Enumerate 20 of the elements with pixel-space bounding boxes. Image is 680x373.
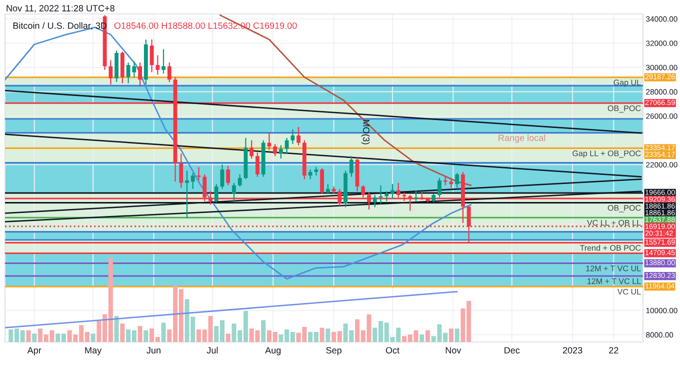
x-tick-label: Aug	[265, 347, 281, 356]
x-tick-label: Jul	[206, 346, 218, 354]
x-tick-label: Nov	[446, 347, 462, 354]
annotation: Trend + OB POC	[580, 244, 641, 251]
annotation: OB_POC	[608, 105, 641, 113]
x-tick-label: Apr	[27, 347, 42, 356]
x-tick-label: Dec	[504, 347, 520, 354]
annotation: VC UL	[617, 288, 641, 295]
annotation: Gap LL + OB_POC	[572, 150, 641, 158]
annotation: VC LL + OB LL	[586, 220, 641, 226]
x-tick-label: 22	[609, 347, 618, 354]
x-tick-label: Oct	[386, 347, 400, 354]
annotation: MO(3)	[361, 120, 370, 144]
annotation: OB_POC	[608, 205, 641, 212]
x-tick-label: 2023	[562, 347, 582, 354]
text: Nov 11, 2022 11:28 UTC+8	[6, 5, 114, 12]
annotation: Range local	[498, 134, 546, 143]
x-tick-label: May	[85, 347, 102, 356]
x-tick-label: Sep	[326, 347, 342, 356]
x-tick-label: Jun	[146, 347, 160, 354]
